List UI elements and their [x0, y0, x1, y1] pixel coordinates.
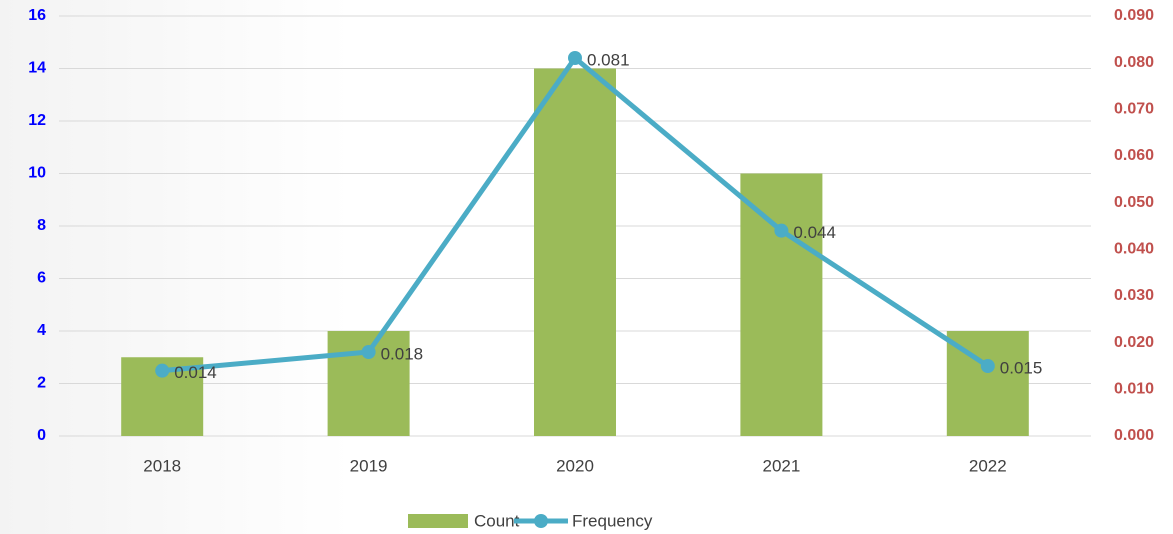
y-tick-label: 2	[37, 375, 46, 392]
y-tick-label: 4	[37, 322, 46, 339]
data-label: 0.018	[381, 344, 424, 363]
data-label: 0.081	[587, 50, 630, 69]
y2-tick-label: 0.050	[1114, 194, 1154, 211]
y-tick-label: 16	[28, 7, 46, 24]
y-tick-label: 10	[28, 165, 46, 182]
y2-tick-label: 0.060	[1114, 147, 1154, 164]
line-point	[155, 363, 170, 378]
y-tick-label: 12	[28, 112, 46, 129]
legend-label: Frequency	[572, 511, 653, 530]
y2-tick-label: 0.090	[1114, 7, 1154, 24]
y2-tick-label: 0.070	[1114, 101, 1154, 118]
y2-tick-label: 0.000	[1114, 427, 1154, 444]
x-tick-label: 2019	[350, 456, 388, 475]
data-label: 0.014	[174, 363, 217, 382]
line-point	[568, 51, 582, 65]
legend-marker	[534, 514, 548, 528]
x-tick-label: 2021	[762, 456, 800, 475]
line-point	[361, 345, 376, 359]
x-tick-label: 2020	[556, 456, 594, 475]
line-point	[774, 223, 789, 238]
y-tick-label: 8	[37, 217, 46, 234]
y2-tick-label: 0.030	[1114, 287, 1154, 304]
x-tick-label: 2022	[969, 456, 1007, 475]
data-label: 0.044	[793, 223, 836, 242]
y2-tick-label: 0.080	[1114, 54, 1154, 71]
bar	[534, 68, 616, 436]
legend-swatch	[408, 514, 468, 528]
y2-tick-label: 0.020	[1114, 334, 1154, 351]
y2-tick-label: 0.040	[1114, 241, 1154, 258]
line-point	[980, 359, 995, 373]
y2-tick-label: 0.010	[1114, 381, 1154, 398]
y-tick-label: 0	[37, 427, 46, 444]
x-tick-label: 2018	[143, 456, 181, 475]
legend-label: Count	[474, 511, 520, 530]
y-tick-label: 6	[37, 270, 46, 287]
data-label: 0.015	[1000, 358, 1043, 377]
bar	[740, 173, 823, 436]
y-tick-label: 14	[28, 60, 46, 77]
